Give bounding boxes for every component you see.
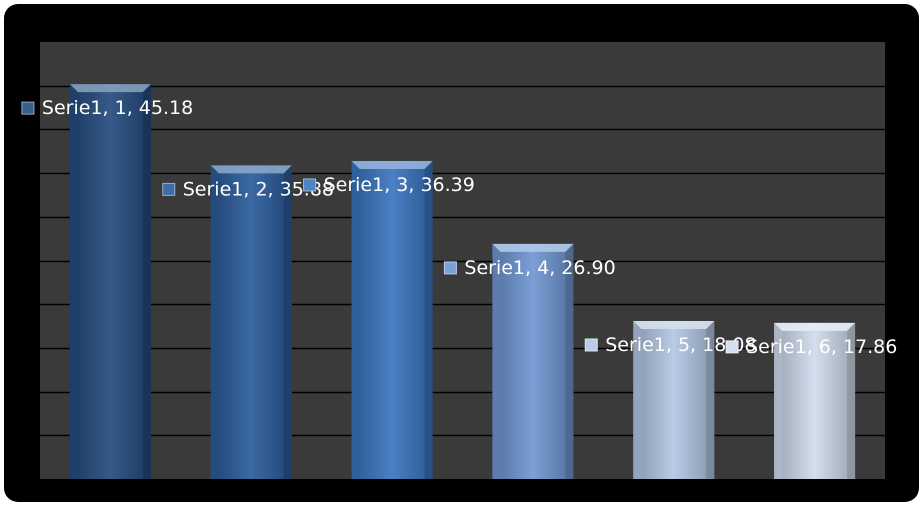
data-label-text: Serie1, 2, 35.88 [183,178,334,200]
data-label-text: Serie1, 3, 36.39 [324,174,475,196]
data-label: Serie1, 3, 36.39 [303,174,475,196]
bar [774,322,856,479]
data-label: Serie1, 4, 26.90 [443,257,616,279]
bar [69,84,151,479]
bar [210,165,292,479]
data-label-text: Serie1, 5, 18.08 [605,334,756,356]
data-label-text: Serie1, 6, 17.86 [746,336,897,358]
plot-area [40,42,885,479]
bar [633,320,715,479]
gridlines [40,85,885,437]
data-label-text: Serie1, 1, 45.18 [42,97,193,119]
legend-key-icon [725,340,739,354]
data-label: Serie1, 2, 35.88 [162,178,334,200]
data-label: Serie1, 1, 45.18 [21,97,193,119]
legend-key-icon [443,261,457,275]
data-label: Serie1, 6, 17.86 [725,336,897,358]
bars [69,84,856,479]
legend-key-icon [21,101,35,115]
legend-key-icon [584,338,598,352]
bar [492,243,574,479]
data-label-text: Serie1, 4, 26.90 [464,257,615,279]
bar [351,160,433,479]
legend-key-icon [303,178,317,192]
data-label: Serie1, 5, 18.08 [584,334,757,356]
legend-key-icon [162,182,176,196]
